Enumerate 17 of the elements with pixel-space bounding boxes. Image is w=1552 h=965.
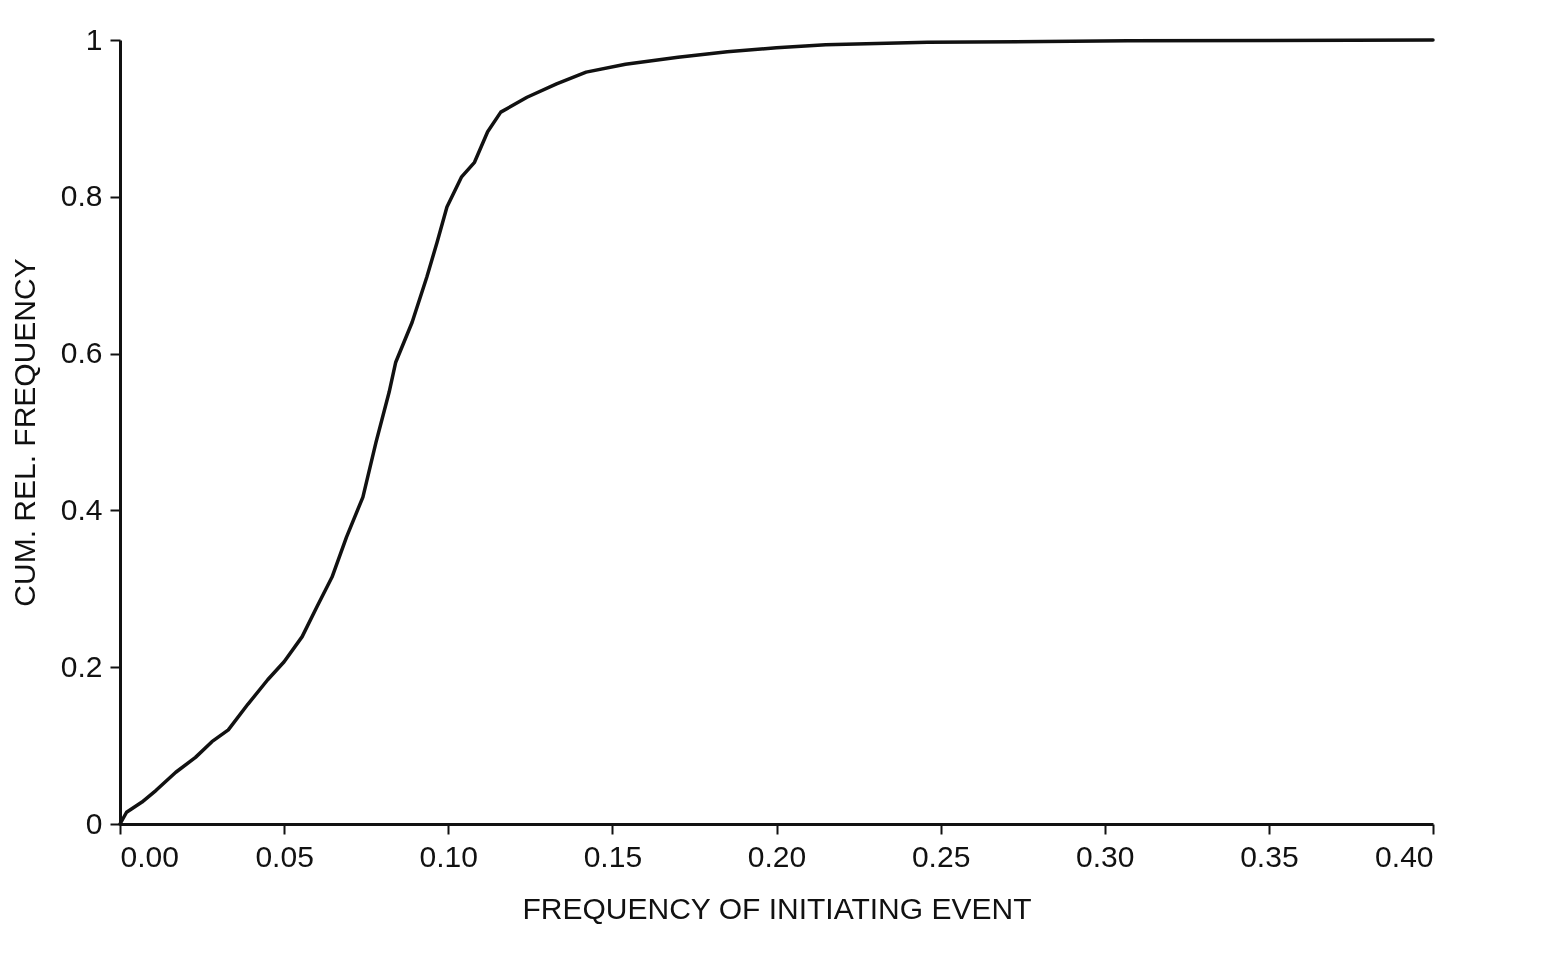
x-tick-label: 0.05 <box>255 839 314 873</box>
x-tick-label: 0.20 <box>747 839 807 873</box>
y-axis-title: CUM. REL. FREQUENCY <box>7 258 41 607</box>
x-tick-label: 0.15 <box>583 839 643 873</box>
y-tick-label: 0.8 <box>60 179 103 213</box>
y-tick-label: 1 <box>85 22 103 56</box>
x-tick-label: 0.25 <box>911 839 971 873</box>
y-tick-label: 0.6 <box>60 336 103 370</box>
y-tick-label: 0 <box>85 806 103 840</box>
x-tick-label: 0.10 <box>419 839 478 873</box>
x-axis-title: FREQUENCY OF INITIATING EVENT <box>522 891 1032 925</box>
y-tick-label: 0.4 <box>60 492 103 526</box>
x-tick-label: 0.00 <box>120 839 179 873</box>
x-tick-label: 0.35 <box>1240 839 1299 873</box>
x-tick-label: 0.40 <box>1375 839 1434 873</box>
x-tick-label: 0.30 <box>1076 839 1135 873</box>
y-tick-label: 0.2 <box>60 649 103 683</box>
